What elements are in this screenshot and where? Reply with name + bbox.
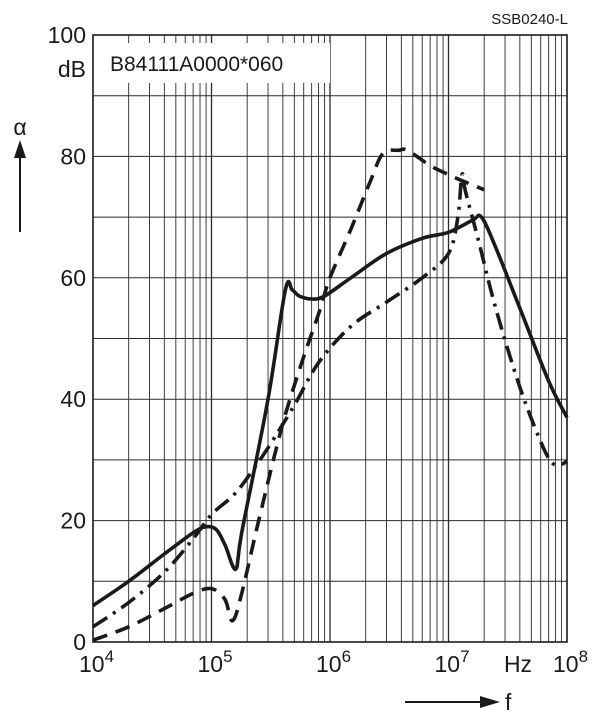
title-box: [103, 43, 330, 83]
x-tick-label: 107: [435, 647, 470, 677]
x-unit: Hz: [504, 651, 532, 677]
series-line-dashed: [92, 147, 485, 642]
y-tick-label: 40: [60, 386, 86, 412]
y-tick-label: 80: [60, 143, 86, 169]
y-tick-label: 0: [73, 629, 86, 655]
x-axis-label: f: [505, 689, 512, 711]
y-tick-labels: 0 20 40 60 80 100: [48, 22, 86, 655]
x-tick-label: 104: [79, 647, 114, 677]
x-tick-labels: 104 105 106 107 108: [79, 647, 588, 677]
y-unit: dB: [58, 56, 86, 82]
plot-frame: [92, 34, 568, 643]
grid: [93, 35, 567, 642]
x-axis-arrow-head: [480, 696, 500, 708]
series-line-dash-dot: [91, 171, 568, 629]
chart-title: B84111A0000*060: [110, 53, 283, 76]
series-line-solid: [91, 213, 569, 608]
y-tick-label: 20: [60, 508, 86, 534]
x-tick-label: 106: [316, 647, 351, 677]
y-axis-label: α: [13, 114, 26, 140]
y-axis-arrow-head: [14, 140, 26, 158]
figure-code: SSB0240-L: [491, 11, 568, 28]
y-tick-label: 60: [60, 265, 86, 291]
series-layer: [91, 147, 569, 642]
x-tick-label: 108: [553, 647, 588, 677]
y-tick-label: 100: [48, 22, 86, 48]
x-tick-label: 105: [198, 647, 233, 677]
